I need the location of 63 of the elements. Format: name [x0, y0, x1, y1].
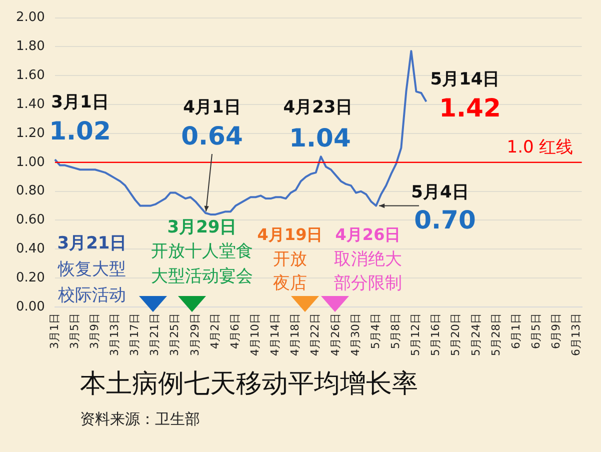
x-tick-label: 4月14日	[268, 313, 282, 356]
y-tick-label: 0.80	[16, 184, 45, 199]
annotation: 0.70	[414, 206, 476, 234]
annotation: 4月19日	[257, 225, 323, 244]
x-tick-label: 4月6日	[228, 313, 242, 350]
annotation: 夜店	[273, 273, 307, 294]
x-tick-label: 4月2日	[208, 313, 222, 350]
annotation: 1.02	[49, 116, 111, 146]
y-tick-label: 1.00	[16, 154, 45, 170]
y-tick-label: 1.60	[16, 68, 45, 84]
annotation: 3月1日	[51, 92, 109, 112]
x-tick-label: 5月24日	[469, 313, 482, 356]
annotation: 4月23日	[283, 97, 353, 118]
y-tick-label: 0.00	[16, 299, 45, 314]
y-tick-label: 0.60	[16, 212, 45, 228]
annotation: 开放	[273, 249, 307, 270]
annotation: 校际活动	[57, 285, 126, 306]
annotation: 5月4日	[411, 182, 469, 202]
annotation: 开放十人堂食	[151, 241, 253, 262]
x-tick-label: 5月4日	[368, 313, 382, 350]
annotation: 4月26日	[335, 225, 401, 244]
annotation: 大型活动宴会	[151, 266, 253, 286]
x-tick-label: 5月16日	[429, 313, 442, 356]
x-tick-label: 6月5日	[530, 313, 542, 350]
x-tick-label: 3月17日	[128, 313, 142, 356]
x-tick-label: 6月9日	[550, 313, 563, 350]
annotation: 5月14日	[430, 69, 500, 90]
x-tick-label: 3月9日	[88, 313, 101, 350]
annotation: 1.04	[289, 124, 351, 152]
x-tick-label: 5月12日	[409, 313, 422, 356]
x-tick-label: 5月20日	[449, 313, 462, 356]
y-tick-label: 1.80	[16, 39, 45, 54]
x-tick-label: 6月13日	[570, 313, 583, 356]
y-tick-label: 0.40	[16, 242, 45, 257]
annotation: 4月1日	[183, 97, 241, 118]
ref-line-label: 1.0 红线	[506, 137, 574, 158]
y-tick-label: 1.20	[16, 126, 45, 141]
annotation: 0.64	[181, 122, 243, 150]
x-tick-label: 5月8日	[389, 313, 402, 350]
y-tick-label: 2.00	[16, 10, 45, 26]
x-tick-label: 4月10日	[248, 313, 262, 356]
x-tick-label: 3月1日	[48, 313, 61, 350]
x-tick-label: 4月26日	[328, 313, 342, 356]
x-tick-label: 4月18日	[288, 313, 302, 356]
text: 本土病例七天移动平均增长率	[80, 368, 418, 401]
annotation: 1.42	[439, 94, 501, 122]
y-tick-label: 1.40	[16, 96, 45, 112]
x-tick-label: 5月28日	[489, 313, 502, 356]
x-tick-label: 3月5日	[68, 313, 81, 350]
x-tick-label: 3月25日	[168, 313, 182, 356]
x-tick-label: 6月1日	[509, 313, 522, 350]
x-tick-label: 4月22日	[308, 313, 322, 356]
annotation: 3月21日	[57, 233, 127, 254]
x-tick-label: 3月21日	[148, 313, 162, 356]
annotation: 恢复大型	[57, 259, 126, 280]
annotation: 取消绝大	[334, 249, 402, 270]
annotation: 3月29日	[167, 217, 237, 238]
x-tick-label: 3月13日	[108, 313, 122, 356]
y-tick-label: 0.20	[16, 270, 45, 286]
x-tick-label: 3月29日	[188, 313, 202, 356]
annotation: 部分限制	[334, 273, 402, 294]
text: 资料来源：卫生部	[80, 410, 200, 429]
x-tick-label: 4月30日	[348, 313, 362, 356]
